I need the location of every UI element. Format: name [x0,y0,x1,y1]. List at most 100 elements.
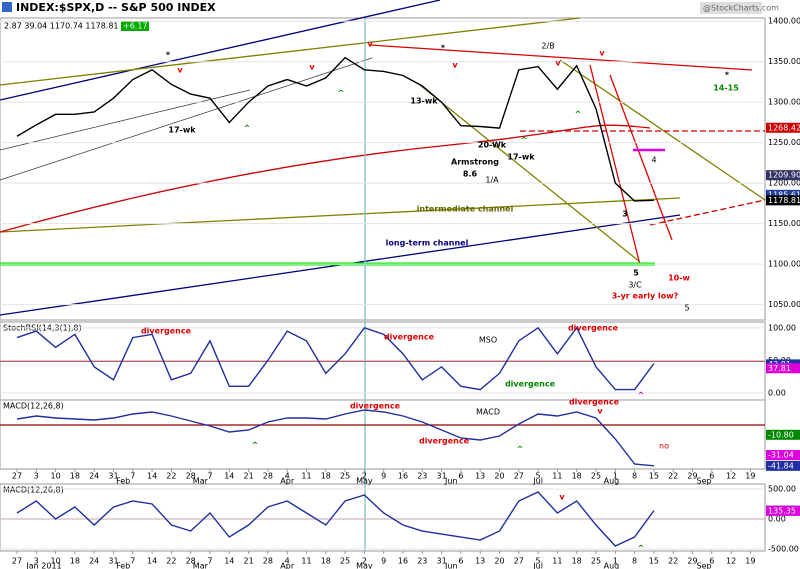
last-value-box [766,429,800,440]
panel-label: MACD(12,26,8) [3,402,64,411]
x-tick-label: 25 [340,557,350,566]
last-value-box [766,460,800,471]
annotation: 10-w [668,274,690,283]
panel-label: MACD(12,26,8) [3,486,64,495]
last-value-box [766,189,800,200]
x-tick-label: 22 [668,557,678,566]
x-tick-label: 31 [108,557,118,566]
annotation: * [441,44,446,53]
x-tick-label: 5 [536,557,541,566]
month-label: Jun [444,562,458,569]
x-tick-label: 11 [552,472,562,481]
annotation: * [725,71,730,80]
x-tick-label: 29 [687,472,697,481]
annotation: v [555,59,561,68]
annotation: v [367,40,373,49]
x-tick-label: 15 [649,557,659,566]
x-tick-label: 29 [687,557,697,566]
last-value-label: 1178.81 [768,196,800,205]
annotation: v [599,49,605,58]
x-tick-label: 22 [166,472,176,481]
annotation: v [597,407,603,416]
last-value-label: 37.81 [768,364,791,373]
x-tick-label: 25 [591,557,601,566]
x-tick-label: 9 [381,557,386,566]
last-value-box [766,505,800,516]
month-label: May [356,562,373,569]
month-label: Apr [280,477,295,486]
x-tick-label: 28 [263,472,273,481]
x-tick-label: 13 [475,472,485,481]
x-tick-label: 20 [494,472,504,481]
price-panel [0,17,766,321]
x-tick-label: 2 [362,557,367,566]
x-tick-label: 4 [285,472,290,481]
trend-line [589,64,641,266]
x-tick-label: 2 [362,472,367,481]
x-tick-label: 28 [263,557,273,566]
trend-line [0,17,581,86]
x-tick-label: 28 [186,557,196,566]
x-tick-label: 7 [207,472,212,481]
x-tick-label: 1 [613,472,618,481]
annotation: divergence [505,380,556,389]
annotation: v [309,63,315,72]
series-line [16,409,654,467]
x-tick-label: 7 [130,557,135,566]
x-tick-label: 20 [494,557,504,566]
x-tick-label: 22 [166,557,176,566]
month-label: Mar [193,562,209,569]
month-label: Aug [604,562,620,569]
y-tick-label: -500.00 [768,545,799,554]
x-tick-label: 9 [381,472,386,481]
x-tick-label: 21 [244,472,254,481]
x-tick-label: 7 [130,472,135,481]
x-tick-label: 18 [70,472,80,481]
last-value-box [766,363,800,374]
annotation: 3 [622,210,628,219]
annotation: divergence [419,437,470,446]
y-tick-label: 1200.00 [768,179,800,188]
x-tick-label: 19 [745,557,755,566]
credit: @StockCharts.com [703,4,779,13]
annotation: ^ [252,441,259,450]
x-tick-label: 6 [458,472,463,481]
x-tick-label: 10 [51,557,61,566]
x-tick-label: 27 [12,557,22,566]
trend-line [369,44,753,71]
month-label: May [356,477,373,486]
x-tick-label: 31 [437,557,447,566]
change-box [121,21,149,31]
trend-line [0,0,441,101]
moving-average [0,124,651,233]
last-value-box [766,170,800,181]
annotation: 13-wk [410,97,438,106]
last-value-label: 1209.90 [768,171,800,180]
annotation: intermediate channel [417,205,514,214]
series-line [16,491,655,547]
annotation: ^ [244,124,251,133]
x-tick-label: 18 [572,472,582,481]
x-tick-label: 28 [186,472,196,481]
annotation: no [659,442,669,451]
trend-line [419,84,641,263]
x-tick-label: 27 [514,472,524,481]
x-tick-label: 31 [437,472,447,481]
annotation: v [452,61,458,70]
annotation: 1/A [485,176,499,185]
x-tick-label: 16 [398,472,408,481]
x-tick-label: 14 [147,557,157,566]
x-tick-label: 27 [12,472,22,481]
x-tick-label: 10 [51,472,61,481]
annotation: 8.6 [463,170,478,179]
annotation: divergence [568,324,619,333]
month-label: Sep [697,477,712,486]
annotation: 3/C [628,281,642,290]
chart-title: INDEX:$SPX,D -- S&P 500 INDEX [16,1,216,14]
y-tick-label: 1350.00 [768,57,800,66]
x-tick-label: 14 [147,472,157,481]
x-tick-label: 22 [668,472,678,481]
y-tick-label: 1050.00 [768,300,800,309]
annotation: ^ [638,544,645,553]
x-tick-label: 11 [552,557,562,566]
